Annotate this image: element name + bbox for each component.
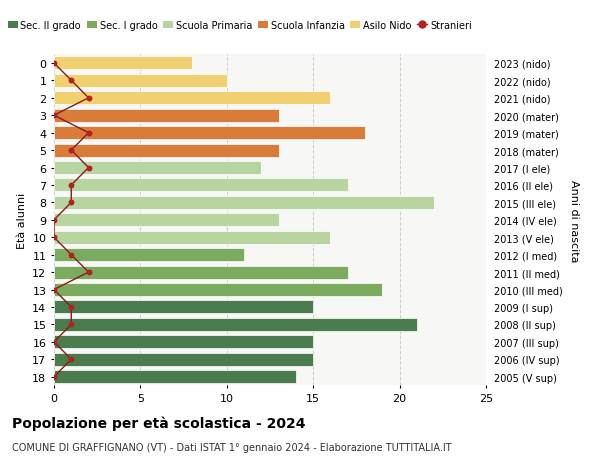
Bar [54, 92, 331, 105]
Point [67, 147, 76, 154]
Bar [54, 231, 331, 244]
Point [67, 356, 76, 363]
Point [49, 234, 59, 241]
Point [49, 286, 59, 294]
Bar [54, 370, 296, 383]
Point [67, 182, 76, 189]
Text: Popolazione per età scolastica - 2024: Popolazione per età scolastica - 2024 [12, 415, 305, 430]
Y-axis label: Età alunni: Età alunni [17, 192, 26, 248]
Bar [54, 75, 227, 88]
Point [67, 321, 76, 328]
Legend: Sec. II grado, Sec. I grado, Scuola Primaria, Scuola Infanzia, Asilo Nido, Stran: Sec. II grado, Sec. I grado, Scuola Prim… [4, 17, 476, 35]
Point [67, 199, 76, 207]
Bar [54, 127, 365, 140]
Point [49, 60, 59, 67]
Bar [54, 109, 278, 123]
Point [67, 78, 76, 85]
Bar [54, 196, 434, 209]
Bar [54, 162, 262, 175]
Bar [54, 301, 313, 314]
Bar [54, 336, 313, 348]
Point [49, 373, 59, 381]
Bar [54, 283, 382, 297]
Bar [54, 179, 348, 192]
Bar [54, 214, 278, 227]
Bar [54, 57, 192, 70]
Point [67, 303, 76, 311]
Point [49, 112, 59, 120]
Bar [54, 266, 348, 279]
Point [67, 252, 76, 259]
Bar [54, 249, 244, 262]
Point [84, 269, 94, 276]
Point [49, 338, 59, 346]
Point [84, 95, 94, 102]
Text: COMUNE DI GRAFFIGNANO (VT) - Dati ISTAT 1° gennaio 2024 - Elaborazione TUTTITALI: COMUNE DI GRAFFIGNANO (VT) - Dati ISTAT … [12, 442, 452, 452]
Bar [54, 353, 313, 366]
Y-axis label: Anni di nascita: Anni di nascita [569, 179, 579, 262]
Point [84, 164, 94, 172]
Point [49, 217, 59, 224]
Point [84, 130, 94, 137]
Bar [54, 318, 417, 331]
Bar [54, 144, 278, 157]
